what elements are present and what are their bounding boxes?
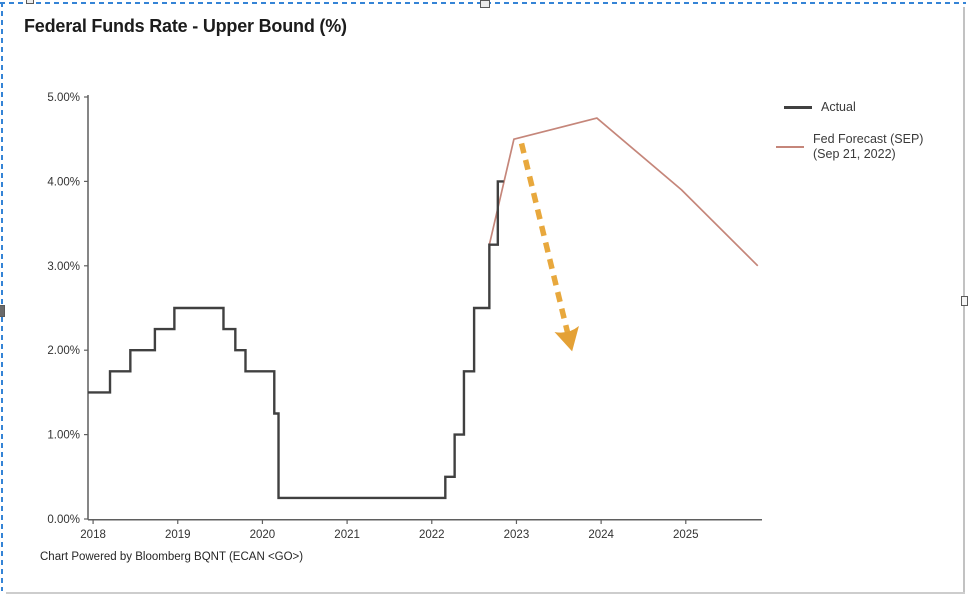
selection-handle-right-middle[interactable] — [961, 296, 968, 306]
y-tick-label: 1.00% — [47, 430, 80, 442]
chart-title: Federal Funds Rate - Upper Bound (%) — [24, 16, 347, 36]
x-tick-label: 2025 — [673, 529, 699, 541]
y-tick-label: 0.00% — [47, 514, 80, 526]
x-tick-label: 2022 — [419, 529, 445, 541]
x-tick-label: 2020 — [250, 529, 276, 541]
x-tick-label: 2019 — [165, 529, 191, 541]
x-tick-label: 2021 — [334, 529, 360, 541]
legend-label-actual: Actual — [821, 100, 856, 114]
axes — [87, 95, 762, 521]
selection-border-left — [1, 2, 3, 591]
chart-legend: Actual Fed Forecast (SEP) (Sep 21, 2022) — [776, 100, 959, 179]
x-tick-label: 2023 — [504, 529, 530, 541]
legend-item-actual: Actual — [784, 100, 959, 115]
legend-line-swatch-forecast — [776, 146, 804, 148]
selection-handle-left-middle[interactable] — [0, 305, 5, 317]
selection-border-bottom — [6, 592, 965, 594]
forecast-series-line — [488, 117, 759, 267]
y-tick-label: 2.00% — [47, 345, 80, 357]
y-tick-label: 4.00% — [47, 176, 80, 188]
annotation-arrow — [518, 142, 579, 352]
actual-series-line — [88, 180, 504, 500]
chart-attribution: Chart Powered by Bloomberg BQNT (ECAN <G… — [40, 551, 304, 563]
y-tick-label: 5.00% — [47, 92, 80, 104]
x-tick-label: 2018 — [80, 529, 106, 541]
legend-item-forecast: Fed Forecast (SEP) (Sep 21, 2022) — [776, 132, 959, 162]
selection-handle-top-center[interactable] — [480, 0, 490, 8]
x-tick-label: 2024 — [588, 529, 614, 541]
selection-handle-top-left[interactable] — [26, 0, 34, 4]
y-tick-label: 3.00% — [47, 261, 80, 273]
legend-line-swatch-actual — [784, 106, 812, 109]
legend-label-forecast: Fed Forecast (SEP) (Sep 21, 2022) — [813, 132, 924, 161]
